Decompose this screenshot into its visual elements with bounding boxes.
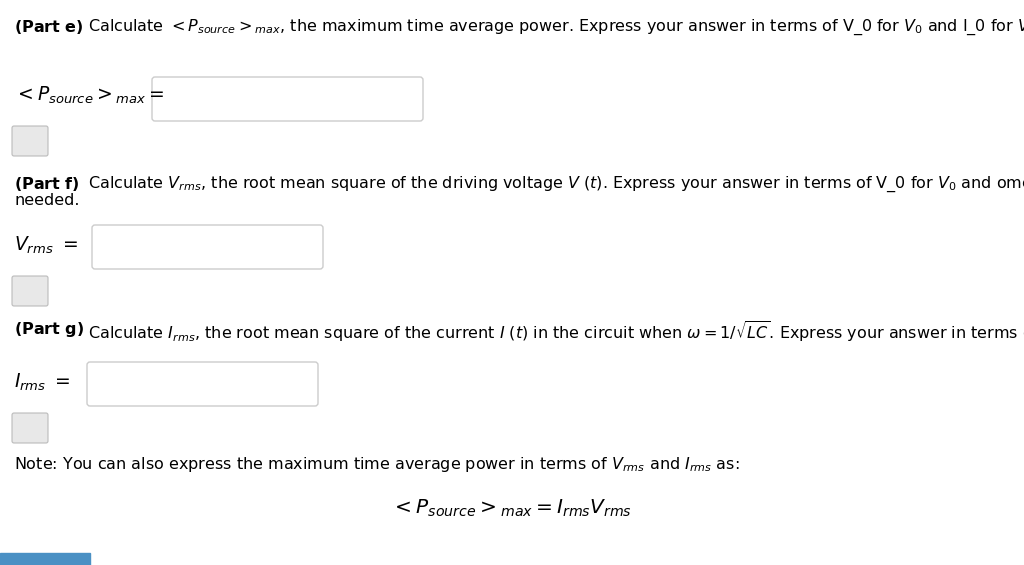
FancyBboxPatch shape xyxy=(152,77,423,121)
FancyBboxPatch shape xyxy=(12,413,48,443)
FancyBboxPatch shape xyxy=(87,362,318,406)
Text: $< P_{source} >_{max}=$: $< P_{source} >_{max}=$ xyxy=(14,85,165,106)
Text: Calculate $I_{rms}$, the root mean square of the current $I$ $(t)$ in the circui: Calculate $I_{rms}$, the root mean squar… xyxy=(83,320,1024,345)
Text: Calculate $< P_{source} >_{max}$, the maximum time average power. Express your a: Calculate $< P_{source} >_{max}$, the ma… xyxy=(83,18,1024,37)
Text: $< P_{source} >_{max}= I_{rms}V_{rms}$: $< P_{source} >_{max}= I_{rms}V_{rms}$ xyxy=(391,498,633,519)
Text: $I_{rms}\ =$: $I_{rms}\ =$ xyxy=(14,372,71,393)
Text: $\mathbf{(Part\ f)}$: $\mathbf{(Part\ f)}$ xyxy=(14,175,80,193)
Text: $V_{rms}\ =$: $V_{rms}\ =$ xyxy=(14,235,78,257)
Text: needed.: needed. xyxy=(14,193,80,208)
Text: Note: You can also express the maximum time average power in terms of $V_{rms}$ : Note: You can also express the maximum t… xyxy=(14,455,739,474)
FancyBboxPatch shape xyxy=(12,276,48,306)
Text: Calculate $V_{rms}$, the root mean square of the driving voltage $V$ $(t)$. Expr: Calculate $V_{rms}$, the root mean squar… xyxy=(83,175,1024,194)
FancyBboxPatch shape xyxy=(12,126,48,156)
Text: $\mathbf{(Part\ e)}$: $\mathbf{(Part\ e)}$ xyxy=(14,18,83,36)
FancyBboxPatch shape xyxy=(92,225,323,269)
Bar xyxy=(0,553,90,565)
Text: $\mathbf{(Part\ g)}$: $\mathbf{(Part\ g)}$ xyxy=(14,320,84,339)
